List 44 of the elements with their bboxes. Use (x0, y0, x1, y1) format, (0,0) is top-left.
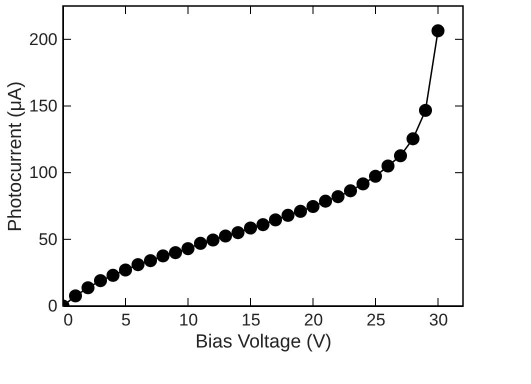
point (244, 221, 258, 235)
point (144, 254, 158, 268)
x-tick-label: 30 (429, 310, 448, 330)
point (406, 132, 420, 146)
point (256, 218, 270, 232)
point (418, 104, 432, 117)
point (331, 190, 345, 204)
point (394, 149, 408, 162)
x-tick-label: 25 (366, 310, 386, 330)
point (106, 268, 120, 282)
point (368, 170, 382, 183)
x-axis-title: Bias Voltage (V) (195, 332, 332, 352)
point (206, 233, 220, 247)
point (431, 24, 445, 38)
point (156, 249, 170, 262)
x-tick-label: 20 (304, 310, 323, 330)
point (381, 159, 395, 173)
y-tick-label: 200 (29, 30, 58, 49)
point (118, 263, 132, 277)
point (306, 200, 320, 214)
point (218, 229, 232, 243)
point (268, 213, 282, 226)
y-tick-label: 50 (38, 230, 58, 249)
point (194, 236, 208, 250)
x-tick-label: 5 (121, 310, 131, 330)
point (294, 204, 308, 218)
point (81, 281, 95, 294)
point (131, 258, 145, 272)
point (68, 289, 82, 302)
point (318, 194, 332, 208)
x-tick-label: 15 (242, 310, 260, 330)
point (281, 208, 295, 222)
y-tick-label: 150 (29, 96, 58, 116)
point (94, 274, 108, 288)
point (168, 246, 182, 260)
point (344, 184, 358, 198)
y-axis-title: Photocurrent (μA) (5, 81, 26, 232)
x-tick-label: 0 (64, 310, 73, 330)
point (181, 242, 195, 256)
x-tick-label: 10 (179, 310, 198, 330)
y-tick-label: 0 (48, 296, 58, 316)
point (356, 177, 370, 190)
point (231, 226, 245, 240)
y-tick-label: 100 (29, 163, 58, 182)
